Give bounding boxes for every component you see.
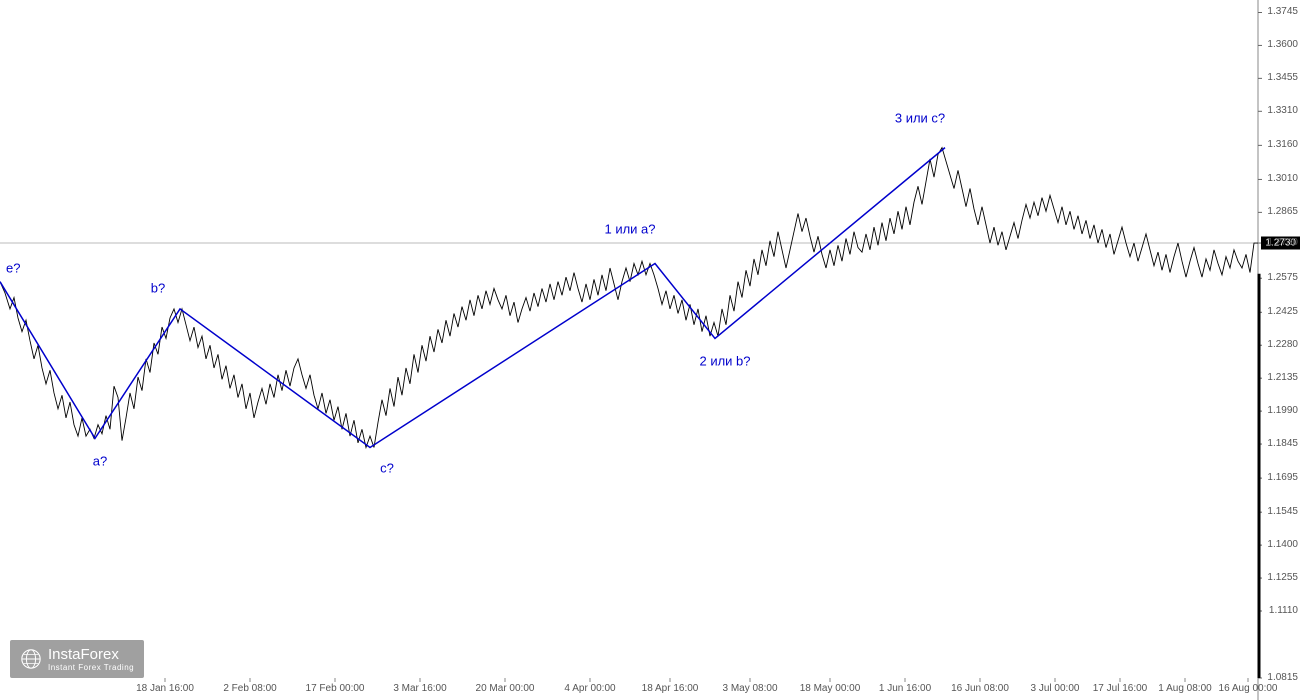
y-tick-label: 1.3455 [1267,72,1298,83]
y-tick-label: 1.3160 [1267,139,1298,150]
wave-label: a? [93,454,107,469]
wave-label: b? [151,281,165,296]
globe-icon [20,648,42,670]
y-tick-label: 1.1110 [1269,605,1298,616]
watermark-sub: Instant Forex Trading [48,663,134,672]
x-tick-label: 2 Feb 08:00 [223,683,276,694]
y-tick-label: 1.2730 [1267,237,1298,248]
y-tick-label: 1.1545 [1267,506,1298,517]
x-tick-label: 3 May 08:00 [722,683,777,694]
watermark: InstaForex Instant Forex Trading [10,640,144,678]
x-tick-label: 1 Jun 16:00 [879,683,931,694]
x-tick-label: 17 Feb 00:00 [306,683,365,694]
y-tick-label: 1.0815 [1267,672,1298,683]
wave-label: 2 или b? [699,354,750,369]
y-tick-label: 1.1845 [1267,438,1298,449]
y-tick-label: 1.3600 [1267,39,1298,50]
x-tick-label: 20 Mar 00:00 [476,683,535,694]
y-tick-label: 1.2865 [1267,206,1298,217]
y-tick-label: 1.1695 [1267,472,1298,483]
y-tick-label: 1.3010 [1267,173,1298,184]
y-tick-label: 1.2575 [1267,272,1298,283]
x-tick-label: 16 Jun 08:00 [951,683,1009,694]
x-tick-label: 18 Apr 16:00 [642,683,699,694]
x-tick-label: 18 Jan 16:00 [136,683,194,694]
chart-container: 1.2730 InstaForex Instant Forex Trading … [0,0,1300,700]
y-tick-label: 1.2135 [1267,372,1298,383]
wave-label: 3 или c? [895,111,945,126]
wave-label: c? [380,460,394,475]
x-tick-label: 18 May 00:00 [800,683,861,694]
x-tick-label: 4 Apr 00:00 [564,683,615,694]
wave-label: e? [6,261,20,276]
chart-svg [0,0,1300,700]
x-tick-label: 1 Aug 08:00 [1158,683,1211,694]
x-tick-label: 3 Jul 00:00 [1031,683,1080,694]
x-tick-label: 17 Jul 16:00 [1093,683,1148,694]
y-tick-label: 1.3310 [1267,105,1298,116]
y-tick-label: 1.3745 [1267,6,1298,17]
y-tick-label: 1.1255 [1267,572,1298,583]
x-tick-label: 16 Aug 00:00 [1219,683,1278,694]
y-tick-label: 1.1400 [1267,539,1298,550]
x-tick-label: 3 Mar 16:00 [393,683,446,694]
wave-label: 1 или a? [604,222,655,237]
watermark-brand: InstaForex [48,646,134,663]
y-tick-label: 1.1990 [1267,405,1298,416]
y-tick-label: 1.2280 [1267,339,1298,350]
y-tick-label: 1.2425 [1267,306,1298,317]
